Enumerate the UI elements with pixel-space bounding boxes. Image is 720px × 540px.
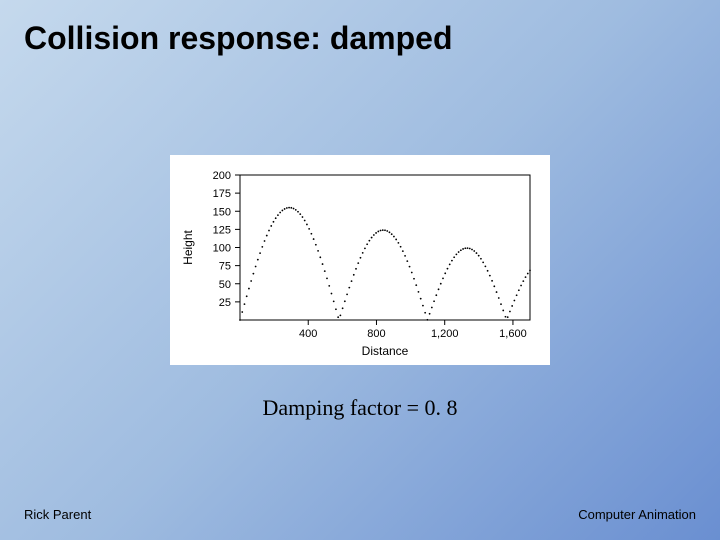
svg-text:25: 25 bbox=[219, 297, 231, 309]
svg-text:100: 100 bbox=[213, 243, 231, 255]
svg-text:75: 75 bbox=[219, 261, 231, 273]
svg-text:50: 50 bbox=[219, 279, 231, 291]
footer-left: Rick Parent bbox=[24, 507, 91, 522]
footer-right: Computer Animation bbox=[578, 507, 696, 522]
chart-caption: Damping factor = 0. 8 bbox=[0, 395, 720, 421]
bounce-chart: 25 50 75 100 125 150 175 200 400 800 1,200 1,600 Dis… bbox=[170, 155, 550, 365]
svg-text:800: 800 bbox=[367, 328, 385, 340]
svg-text:Height: Height bbox=[181, 229, 195, 264]
page-title: Collision response: damped bbox=[24, 20, 453, 57]
svg-text:125: 125 bbox=[213, 224, 231, 236]
svg-text:1,200: 1,200 bbox=[431, 328, 459, 340]
svg-text:175: 175 bbox=[213, 188, 231, 200]
svg-text:150: 150 bbox=[213, 206, 231, 218]
svg-text:200: 200 bbox=[213, 170, 231, 182]
svg-text:1,600: 1,600 bbox=[499, 328, 527, 340]
chart-panel: 25 50 75 100 125 150 175 200 400 800 1,200 1,600 Dis… bbox=[170, 155, 550, 365]
svg-text:400: 400 bbox=[299, 328, 317, 340]
svg-text:Distance: Distance bbox=[362, 344, 409, 358]
